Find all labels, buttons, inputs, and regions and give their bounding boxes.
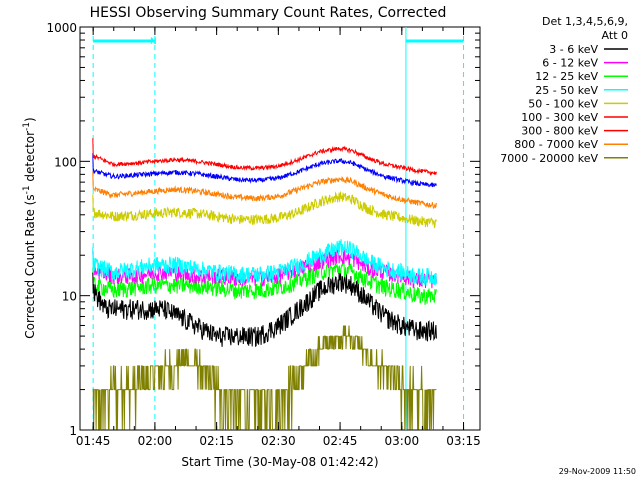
timestamp: 29-Nov-2009 11:50 — [559, 467, 636, 476]
y-tick-label: 10 — [62, 290, 77, 304]
x-tick-label: 02:45 — [323, 434, 358, 448]
legend-label: 100 - 300 keV — [521, 111, 598, 124]
chart-title: HESSI Observing Summary Count Rates, Cor… — [90, 5, 447, 21]
x-tick-label: 01:45 — [76, 434, 111, 448]
plot-frame — [79, 26, 481, 431]
ticks-layer: 01:45 02:00 02:15 02:30 02:45 03:00 03:15 1 10 10… — [46, 21, 480, 448]
series-line-12-25kev — [92, 262, 437, 305]
y-axis-label: Corrected Count Rate (s-1 detector-1) — [22, 117, 37, 338]
legend-label: 50 - 100 keV — [528, 97, 598, 110]
series-line-100-300kev — [92, 138, 437, 177]
series-line-3-6kev — [92, 272, 437, 348]
legend-label: 25 - 50 keV — [535, 84, 598, 97]
series-layer — [92, 138, 437, 430]
legend-label: 800 - 7000 keV — [514, 138, 598, 151]
y-tick-label: 100 — [54, 155, 77, 169]
marker-layer: N — [92, 27, 465, 430]
x-axis-label: Start Time (30-May-08 01:42:42) — [181, 455, 378, 469]
series-line-25-50kev — [92, 239, 437, 286]
legend-header-line2: Att 0 — [602, 29, 628, 42]
x-tick-label: 03:00 — [385, 434, 420, 448]
legend-label: 12 - 25 keV — [535, 70, 598, 83]
legend-label: 7000 - 20000 keV — [500, 152, 598, 165]
series-line-800-7000kev — [92, 171, 437, 209]
flag-bar-label: N — [150, 37, 157, 47]
x-tick-label: 02:15 — [199, 434, 234, 448]
x-tick-label: 02:00 — [138, 434, 173, 448]
y-tick-label: 1000 — [46, 21, 77, 35]
legend-label: 3 - 6 keV — [549, 43, 598, 56]
series-line-7000-20000kev — [92, 325, 437, 430]
legend-header-line1: Det 1,3,4,5,6,9, — [542, 15, 628, 28]
series-line-50-100kev — [92, 191, 437, 229]
x-tick-label: 02:30 — [261, 434, 296, 448]
y-tick-label: 1 — [69, 424, 77, 438]
legend-label: 300 - 800 keV — [521, 125, 598, 138]
x-tick-label: 03:15 — [446, 434, 481, 448]
legend-label: 6 - 12 keV — [542, 57, 598, 70]
series-line-blue — [92, 153, 437, 188]
